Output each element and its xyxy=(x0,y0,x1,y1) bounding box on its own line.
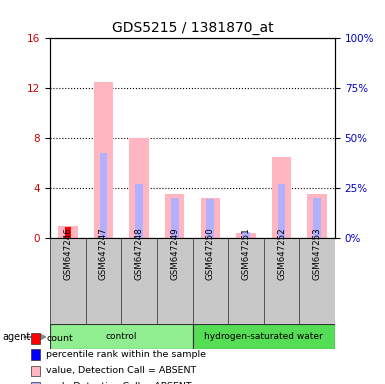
Text: GSM647253: GSM647253 xyxy=(313,227,321,280)
Bar xyxy=(85,238,121,324)
Text: count: count xyxy=(46,334,73,343)
Bar xyxy=(236,233,256,238)
Bar xyxy=(157,238,192,324)
Text: GSM647249: GSM647249 xyxy=(170,227,179,280)
Text: percentile rank within the sample: percentile rank within the sample xyxy=(46,350,206,359)
Bar xyxy=(165,194,184,238)
Text: hydrogen-saturated water: hydrogen-saturated water xyxy=(204,333,323,341)
Text: value, Detection Call = ABSENT: value, Detection Call = ABSENT xyxy=(46,366,196,376)
Text: GSM647246: GSM647246 xyxy=(64,227,72,280)
Bar xyxy=(264,238,300,324)
Title: GDS5215 / 1381870_at: GDS5215 / 1381870_at xyxy=(112,21,273,35)
Bar xyxy=(300,238,335,324)
Bar xyxy=(206,199,214,238)
Bar xyxy=(31,382,40,384)
Bar xyxy=(94,82,113,238)
Bar xyxy=(50,238,85,324)
Bar xyxy=(228,238,264,324)
Bar xyxy=(100,153,107,238)
Bar xyxy=(307,194,327,238)
Text: GSM647250: GSM647250 xyxy=(206,227,215,280)
Bar xyxy=(192,238,228,324)
Bar xyxy=(272,157,291,238)
Bar xyxy=(31,349,40,360)
Text: GSM647247: GSM647247 xyxy=(99,227,108,280)
Bar xyxy=(192,324,335,349)
Bar xyxy=(278,184,285,238)
Text: GSM647251: GSM647251 xyxy=(241,227,250,280)
Bar xyxy=(171,198,179,238)
Bar xyxy=(58,226,78,238)
Text: rank, Detection Call = ABSENT: rank, Detection Call = ABSENT xyxy=(46,382,192,384)
Bar xyxy=(31,333,40,344)
Bar xyxy=(65,227,71,238)
Bar xyxy=(201,198,220,238)
Bar xyxy=(31,366,40,376)
Bar xyxy=(135,184,143,238)
Text: control: control xyxy=(105,333,137,341)
Bar xyxy=(242,232,250,238)
Text: GSM647252: GSM647252 xyxy=(277,227,286,280)
Text: agent: agent xyxy=(2,332,30,342)
Text: GSM647248: GSM647248 xyxy=(135,227,144,280)
Bar xyxy=(50,324,192,349)
Bar xyxy=(121,238,157,324)
Bar xyxy=(313,198,321,238)
Bar xyxy=(129,138,149,238)
